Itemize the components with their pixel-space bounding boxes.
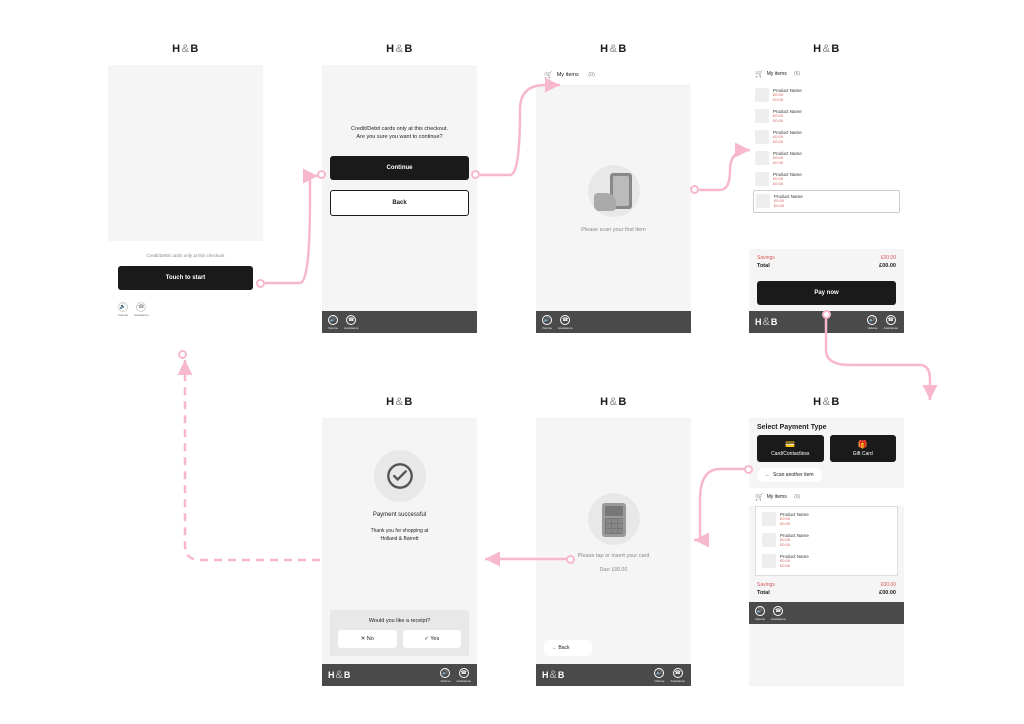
list-item: Product Name£0.00£0.00	[760, 509, 893, 530]
success-message: Payment successful	[373, 512, 426, 518]
pay-now-button[interactable]: Pay now	[757, 281, 896, 305]
screen-payment-type: H&B Select Payment Type 💳Card/Contactles…	[749, 386, 904, 686]
screen-cart: H&B My items (6) Product Name£0.00£0.00 …	[749, 33, 904, 333]
screen-success: H&B Payment successful Thank you for sho…	[322, 386, 477, 686]
gift-card-button[interactable]: 🎁Gift Card	[830, 435, 897, 462]
items-header: My items (6)	[749, 65, 904, 83]
screen-start: H&B Credit/Debit cards only at this chec…	[108, 33, 263, 323]
list-item: Product Name£0.00£0.00	[753, 148, 900, 169]
list-item: Product Name£0.00£0.00	[753, 190, 900, 213]
assistance-icon[interactable]: ☎	[346, 315, 356, 325]
brand-logo: H&B	[322, 386, 477, 418]
screen-scan-first: H&B My items (0) Please scan your first …	[536, 33, 691, 333]
payment-title: Select Payment Type	[749, 418, 904, 435]
volume-icon[interactable]: 🔊	[440, 668, 450, 678]
thanks-message: Thank you for shopping atHolland & Barre…	[371, 528, 429, 543]
confirm-message: Credit/Debit cards only at this checkout…	[330, 125, 469, 146]
brand-logo: H&B	[536, 386, 691, 418]
screen-tap-card: H&B Please tap or insert your card Due: …	[536, 386, 691, 686]
list-item: Product Name£0.00£0.00	[753, 106, 900, 127]
receipt-no-button[interactable]: ✕ No	[338, 630, 397, 648]
cart-icon	[755, 70, 764, 78]
item-list: Product Name£0.00£0.00 Product Name£0.00…	[755, 506, 898, 576]
brand-logo: H&B	[536, 33, 691, 65]
assistance-icon[interactable]: ☎	[886, 315, 896, 325]
volume-icon[interactable]: 🔊	[328, 315, 338, 325]
due-amount: Due: £00.00	[600, 567, 627, 573]
item-list: Product Name£0.00£0.00 Product Name£0.00…	[749, 83, 904, 249]
card-icon: 💳	[785, 440, 795, 449]
list-item: Product Name£0.00£0.00	[753, 85, 900, 106]
receipt-yes-button[interactable]: ✓ Yes	[403, 630, 462, 648]
continue-button[interactable]: Continue	[330, 156, 469, 180]
volume-icon[interactable]: 🔊	[867, 315, 877, 325]
assistance-icon[interactable]: ☎	[459, 668, 469, 678]
checkout-notice: Credit/Debit cards only at this checkout	[118, 253, 253, 258]
assistance-icon[interactable]: ☎	[136, 302, 146, 312]
volume-icon[interactable]: 🔊	[118, 302, 128, 312]
brand-logo: H&B	[108, 33, 263, 65]
card-terminal-illustration	[588, 493, 640, 545]
list-item: Product Name£0.00£0.00	[753, 127, 900, 148]
volume-icon[interactable]: 🔊	[654, 668, 664, 678]
list-item: Product Name£0.00£0.00	[760, 530, 893, 551]
tap-message: Please tap or insert your card	[578, 553, 650, 559]
brand-logo: H&B	[749, 386, 904, 418]
back-button[interactable]: ← Back	[544, 640, 592, 656]
touch-to-start-button[interactable]: Touch to start	[118, 266, 253, 290]
volume-icon[interactable]: 🔊	[542, 315, 552, 325]
volume-icon[interactable]: 🔊	[755, 606, 765, 616]
back-button[interactable]: Back	[330, 190, 469, 216]
list-item: Product Name£0.00£0.00	[760, 551, 893, 572]
cart-icon	[755, 493, 764, 501]
gift-icon: 🎁	[858, 440, 868, 449]
assistance-icon[interactable]: ☎	[560, 315, 570, 325]
assistance-icon[interactable]: ☎	[773, 606, 783, 616]
card-contactless-button[interactable]: 💳Card/Contactless	[757, 435, 824, 462]
list-item: Product Name£0.00£0.00	[753, 169, 900, 190]
items-header: My items (0)	[536, 65, 691, 86]
receipt-prompt: Would you like a receipt? ✕ No ✓ Yes	[330, 610, 469, 656]
items-header: My items (6)	[749, 488, 904, 506]
scan-message: Please scan your first item	[581, 227, 646, 233]
scan-illustration	[588, 165, 640, 217]
success-icon	[374, 450, 426, 502]
assistance-icon[interactable]: ☎	[673, 668, 683, 678]
screen-confirm: H&B Credit/Debit cards only at this chec…	[322, 33, 477, 333]
scan-another-button[interactable]: ←Scan another item	[757, 468, 822, 482]
cart-icon	[544, 71, 553, 79]
brand-logo: H&B	[322, 33, 477, 65]
brand-logo: H&B	[749, 33, 904, 65]
